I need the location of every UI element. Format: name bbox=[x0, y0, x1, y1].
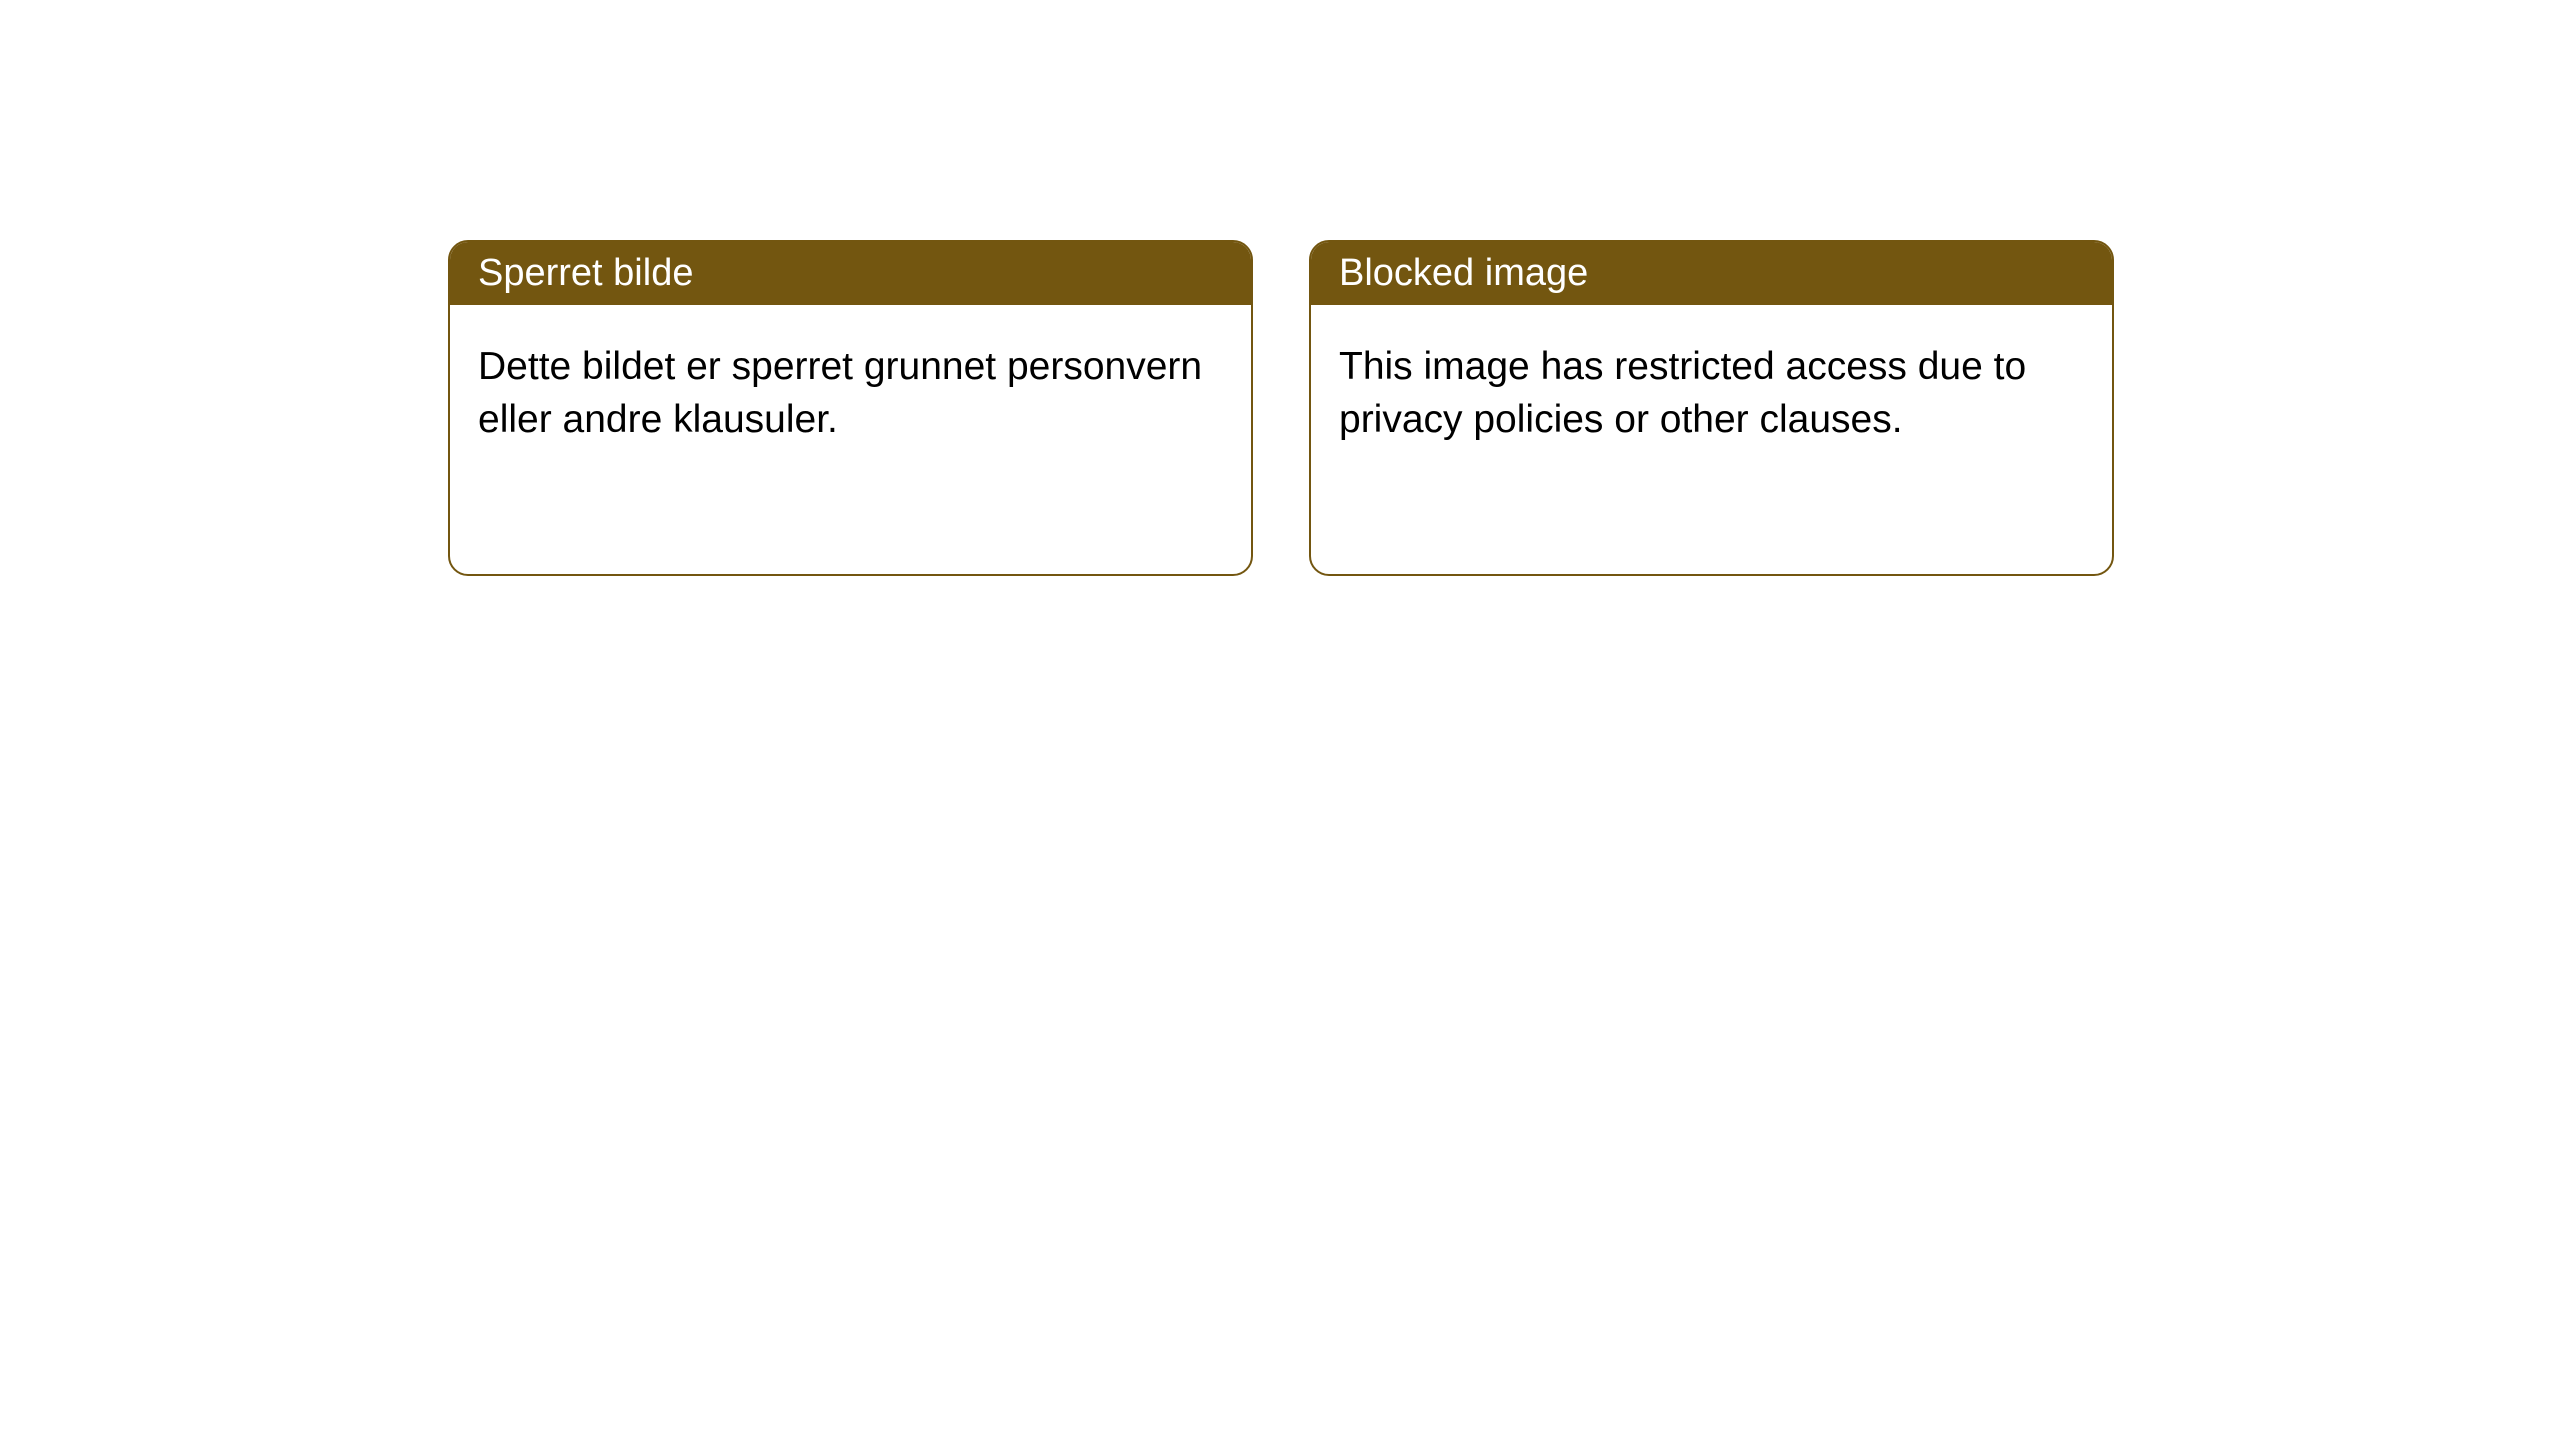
card-body-text: Dette bildet er sperret grunnet personve… bbox=[478, 345, 1202, 441]
card-body: This image has restricted access due to … bbox=[1311, 305, 2112, 482]
notice-container: Sperret bilde Dette bildet er sperret gr… bbox=[0, 0, 2560, 576]
card-header: Sperret bilde bbox=[450, 242, 1251, 305]
card-body-text: This image has restricted access due to … bbox=[1339, 345, 2026, 441]
card-body: Dette bildet er sperret grunnet personve… bbox=[450, 305, 1251, 482]
notice-card-norwegian: Sperret bilde Dette bildet er sperret gr… bbox=[448, 240, 1253, 576]
card-title: Sperret bilde bbox=[478, 252, 693, 294]
notice-card-english: Blocked image This image has restricted … bbox=[1309, 240, 2114, 576]
card-header: Blocked image bbox=[1311, 242, 2112, 305]
card-title: Blocked image bbox=[1339, 252, 1588, 294]
